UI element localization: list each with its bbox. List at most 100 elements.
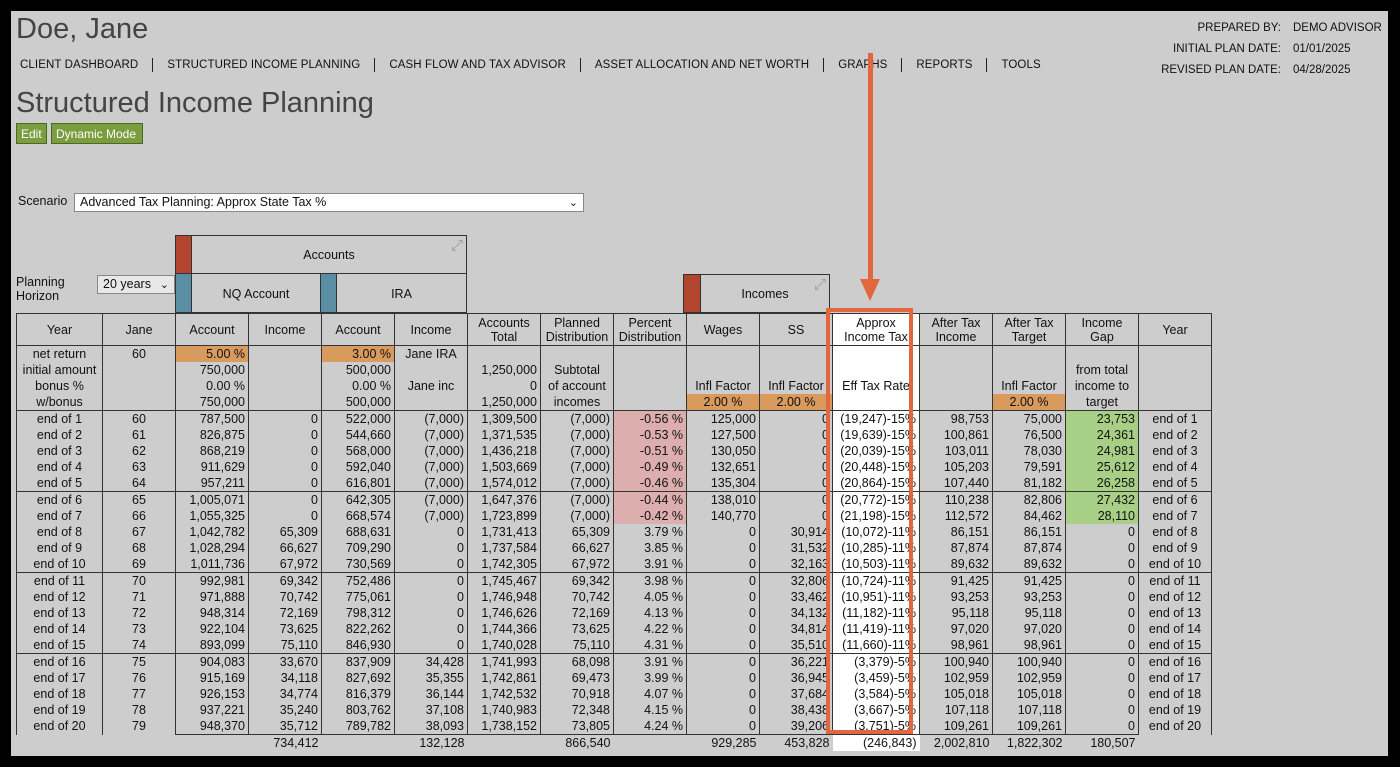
cell-percent-distribution: 4.13 %	[613, 605, 687, 621]
cell-nq-account: 992,981	[175, 572, 249, 589]
col-header-ira-account: Account	[321, 313, 395, 346]
col-header-line2: Total	[490, 329, 518, 344]
cell-year: end of 1	[16, 410, 103, 427]
cell-nq-income: 72,169	[248, 605, 322, 621]
revised-date-label: REVISED PLAN DATE:	[1161, 64, 1281, 76]
cell-wages: 0	[686, 621, 760, 637]
cell-income-gap: 24,981	[1065, 443, 1139, 459]
cell-nq-account: 1,055,325	[175, 508, 249, 524]
cell-after-tax-income: 105,203	[919, 459, 993, 475]
cell-accounts-total: 1,742,305	[467, 556, 541, 573]
cell-age: 65	[102, 491, 176, 508]
initial-date-label: INITIAL PLAN DATE:	[1173, 43, 1281, 55]
cell-accounts-total: 1,731,413	[467, 524, 541, 540]
cell-planned-distribution: 70,918	[540, 686, 614, 702]
cell-income-gap: 0	[1065, 605, 1139, 621]
cell-year: end of 20	[16, 718, 103, 735]
cell-nq-account: 922,104	[175, 621, 249, 637]
nav-reports[interactable]: REPORTS	[912, 58, 988, 72]
cell-age: 60	[102, 410, 176, 427]
cell-after-tax-income: 98,961	[919, 637, 993, 654]
edit-button[interactable]: Edit	[16, 123, 47, 144]
cell-nq-income: 0	[248, 459, 322, 475]
cell-planned-distribution: 66,627	[540, 540, 614, 556]
param-cell-after-tax-income	[919, 362, 993, 378]
col-header-after-tax-target: After Tax Target	[992, 313, 1066, 346]
cell-year: end of 11	[16, 572, 103, 589]
cell-percent-distribution: -0.49 %	[613, 459, 687, 475]
cell-approx-income-tax: (3,379)-5%	[832, 653, 920, 670]
param-cell-nq-account[interactable]: 5.00 %	[175, 345, 249, 362]
cell-year: end of 8	[16, 524, 103, 540]
param-cell-after-tax-target[interactable]: 2.00 %	[992, 394, 1066, 411]
cell-ira-income: 0	[394, 621, 468, 637]
cell-accounts-total: 1,746,948	[467, 589, 541, 605]
cell-age: 67	[102, 524, 176, 540]
cell-percent-distribution: -0.42 %	[613, 508, 687, 524]
cell-ira-income: 37,108	[394, 702, 468, 718]
cell-after-tax-target: 87,874	[992, 540, 1066, 556]
collapse-arrows-icon[interactable]: ⤢	[450, 237, 463, 254]
cell-nq-income: 67,972	[248, 556, 322, 573]
cell-percent-distribution: 4.24 %	[613, 718, 687, 735]
table-row: end of 15 74 893,099 75,110 846,930 0 1,740,02…	[16, 637, 1212, 654]
param-cell-wages[interactable]: 2.00 %	[686, 394, 760, 411]
cell-nq-account: 1,042,782	[175, 524, 249, 540]
dynamic-mode-button[interactable]: Dynamic Mode	[51, 123, 143, 144]
total-wages: 929,285	[686, 734, 760, 751]
col-header-line1: Percent	[628, 315, 672, 330]
cell-year: end of 6	[16, 491, 103, 508]
param-cell-age: 60	[102, 345, 176, 362]
cell-planned-distribution: 70,742	[540, 589, 614, 605]
cell-ss: 35,510	[759, 637, 833, 654]
nav-tools[interactable]: TOOLS	[1001, 59, 1041, 71]
param-cell-percent-distribution	[613, 362, 687, 378]
cell-income-gap: 0	[1065, 556, 1139, 573]
cell-year-right: end of 9	[1138, 540, 1212, 556]
nav-asset-allocation[interactable]: ASSET ALLOCATION AND NET WORTH	[591, 58, 825, 72]
cell-accounts-total: 1,738,152	[467, 718, 541, 735]
cell-age: 78	[102, 702, 176, 718]
param-cell-ss[interactable]: 2.00 %	[759, 394, 833, 411]
cell-nq-income: 75,110	[248, 637, 322, 654]
cell-nq-income: 0	[248, 508, 322, 524]
cell-after-tax-income: 87,874	[919, 540, 993, 556]
cell-ira-income: 35,355	[394, 670, 468, 686]
cell-planned-distribution: 68,098	[540, 653, 614, 670]
cell-approx-income-tax: (20,772)-15%	[832, 491, 920, 508]
cell-nq-account: 1,005,071	[175, 491, 249, 508]
table-row: end of 13 72 948,314 72,169 798,312 0 1,746,62…	[16, 605, 1212, 621]
param-cell-age	[102, 362, 176, 378]
cell-wages: 0	[686, 637, 760, 654]
table-row: end of 19 78 937,221 35,240 803,762 37,108 1,7…	[16, 702, 1212, 718]
prepared-by-value: DEMO ADVISOR	[1293, 22, 1382, 34]
cell-after-tax-income: 109,261	[919, 718, 993, 735]
scenario-select[interactable]: Advanced Tax Planning: Approx State Tax …	[74, 193, 584, 212]
cell-ira-account: 837,909	[321, 653, 395, 670]
nav-graphs[interactable]: GRAPHS	[834, 58, 903, 72]
table-row: end of 14 73 922,104 73,625 822,262 0 1,744,36…	[16, 621, 1212, 637]
cell-ss: 32,806	[759, 572, 833, 589]
collapse-arrows-icon[interactable]: ⤢	[813, 276, 826, 293]
cell-wages: 0	[686, 540, 760, 556]
col-header-nq-income: Income	[248, 313, 322, 346]
param-cell-year: w/bonus	[16, 394, 103, 411]
nav-cash-flow-tax-advisor[interactable]: CASH FLOW AND TAX ADVISOR	[385, 58, 581, 72]
cell-after-tax-target: 91,425	[992, 572, 1066, 589]
param-cell-nq-income	[248, 394, 322, 411]
param-cell-planned-distribution: Subtotal	[540, 362, 614, 378]
client-name: Doe, Jane	[16, 13, 149, 45]
cell-nq-account: 915,169	[175, 670, 249, 686]
cell-age: 77	[102, 686, 176, 702]
table-row: end of 9 68 1,028,294 66,627 709,290 0 1,737,5…	[16, 540, 1212, 556]
nav-structured-income-planning[interactable]: STRUCTURED INCOME PLANNING	[163, 58, 376, 72]
cell-ss: 0	[759, 475, 833, 492]
cell-after-tax-income: 112,572	[919, 508, 993, 524]
cell-income-gap: 0	[1065, 637, 1139, 654]
param-cell-ira-account[interactable]: 3.00 %	[321, 345, 395, 362]
nav-client-dashboard[interactable]: CLIENT DASHBOARD	[16, 58, 154, 72]
cell-year: end of 13	[16, 605, 103, 621]
initial-date-value: 01/01/2025	[1293, 43, 1351, 55]
cell-nq-account: 971,888	[175, 589, 249, 605]
planning-horizon-select[interactable]: 20 years ⌄	[97, 275, 175, 294]
